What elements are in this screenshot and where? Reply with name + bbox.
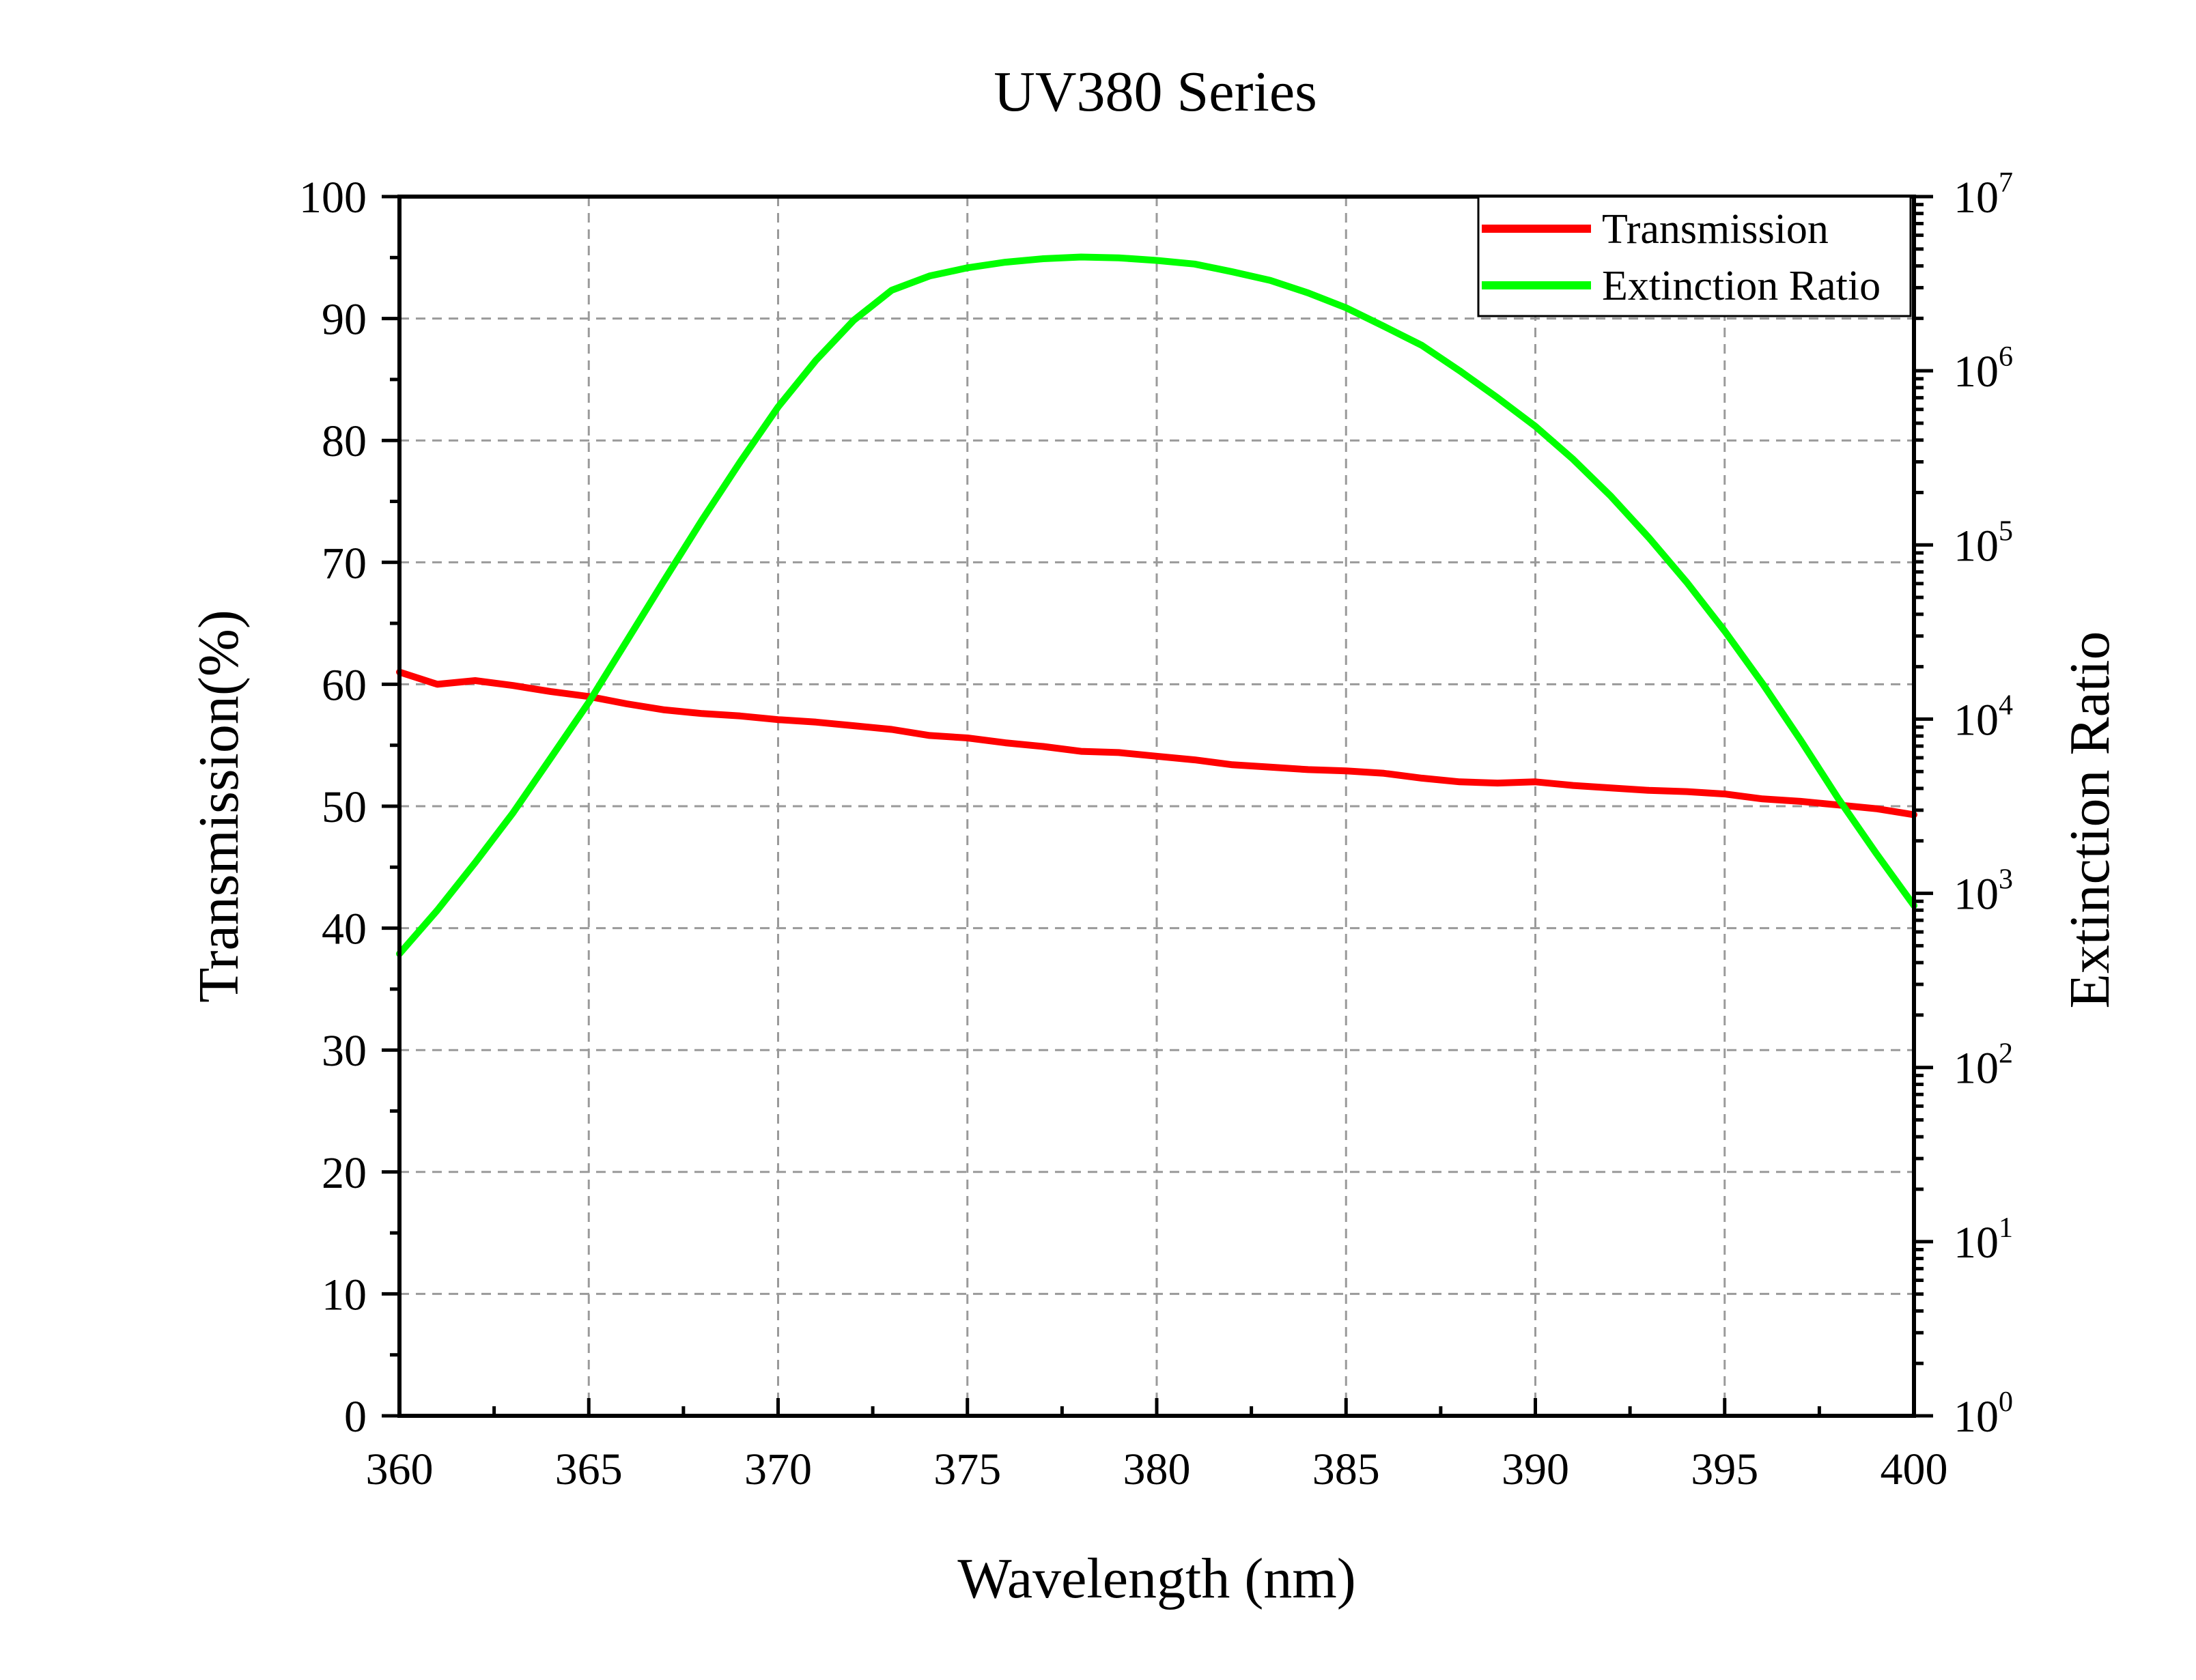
y-left-tick-label: 20 <box>322 1148 367 1198</box>
y-left-tick-label: 80 <box>322 416 367 466</box>
legend-box <box>1477 195 1912 317</box>
x-tick-label: 365 <box>555 1444 623 1494</box>
y-right-tick-label: 101 <box>1954 1212 2013 1268</box>
y-left-tick-label: 0 <box>344 1392 367 1442</box>
y-left-tick-label: 30 <box>322 1026 367 1076</box>
y-right-tick-label: 100 <box>1954 1386 2013 1442</box>
x-tick-label: 395 <box>1691 1444 1758 1494</box>
x-tick-label: 385 <box>1312 1444 1380 1494</box>
y-left-tick-label: 60 <box>322 660 367 710</box>
y-right-tick-label: 102 <box>1954 1038 2013 1094</box>
y-left-tick-label: 50 <box>322 782 367 832</box>
legend: Transmission Extinction Ratio <box>1477 195 1912 317</box>
plot-frame <box>397 195 1916 1418</box>
x-tick-label: 400 <box>1881 1444 1948 1494</box>
x-tick-label: 370 <box>744 1444 812 1494</box>
y-left-axis-ticks: 0 10 20 30 40 50 60 70 80 90 100 <box>299 173 399 1442</box>
x-tick-label: 390 <box>1502 1444 1569 1494</box>
y-left-tick-label: 40 <box>322 905 367 954</box>
series-line-extinction-ratio <box>396 253 1917 958</box>
y-right-axis-ticks: 100 101 102 103 104 105 106 107 <box>1914 167 2013 1442</box>
series-line-transmission <box>396 668 1917 818</box>
gridlines <box>399 197 1914 1416</box>
y-right-tick-label: 105 <box>1954 515 2013 571</box>
chart-title: UV380 Series <box>994 60 1317 124</box>
y-right-tick-label: 106 <box>1954 341 2013 397</box>
y-right-tick-label: 107 <box>1954 167 2013 223</box>
y-left-tick-label: 90 <box>322 295 367 345</box>
y-right-axis-title: Extinction Ratio <box>2058 631 2122 1009</box>
x-tick-label: 380 <box>1123 1444 1191 1494</box>
y-left-tick-label: 10 <box>322 1270 367 1320</box>
y-left-tick-label: 100 <box>299 173 367 223</box>
x-tick-label: 375 <box>933 1444 1001 1494</box>
y-left-axis-title: Transmission(%) <box>187 610 251 1003</box>
x-axis-ticks: 360 365 370 375 380 385 390 395 400 <box>366 1398 1948 1494</box>
y-left-tick-label: 70 <box>322 539 367 588</box>
series-lines <box>396 253 1917 958</box>
legend-label-transmission: Transmission <box>1602 206 1829 253</box>
x-axis-title: Wavelength (nm) <box>957 1547 1355 1610</box>
y-right-tick-label: 104 <box>1954 689 2013 745</box>
y-right-tick-label: 103 <box>1954 864 2013 920</box>
legend-label-extinction-ratio: Extinction Ratio <box>1602 263 1881 309</box>
x-tick-label: 360 <box>366 1444 434 1494</box>
